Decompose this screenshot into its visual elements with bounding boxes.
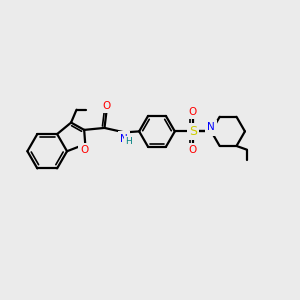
Text: O: O	[102, 100, 111, 111]
Text: O: O	[80, 145, 88, 155]
Text: N: N	[120, 134, 128, 144]
Text: O: O	[188, 146, 197, 155]
Text: N: N	[207, 124, 215, 134]
Text: N: N	[207, 122, 215, 132]
Text: O: O	[188, 107, 197, 117]
Text: S: S	[189, 125, 197, 138]
Text: H: H	[125, 137, 132, 146]
